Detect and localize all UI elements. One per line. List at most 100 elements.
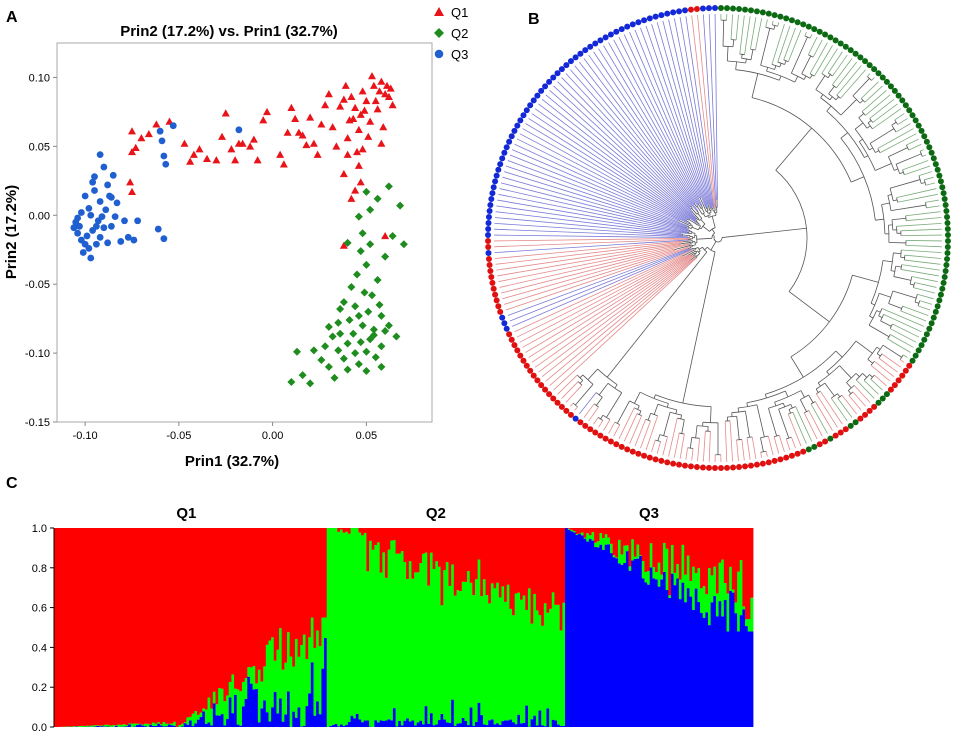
membership-segment — [655, 572, 659, 580]
membership-segment — [689, 596, 693, 727]
membership-segment — [220, 528, 224, 689]
membership-segment — [114, 528, 118, 726]
membership-segment — [440, 713, 444, 727]
leaf-dot — [879, 74, 886, 81]
membership-segment — [284, 662, 288, 715]
leaf-dot — [939, 285, 946, 292]
tree-branch — [634, 419, 647, 447]
q1-point — [324, 89, 333, 98]
q3-point — [162, 160, 170, 168]
membership-segment — [220, 688, 224, 715]
tree-branch — [926, 205, 940, 209]
membership-segment — [212, 691, 216, 704]
tree-branch — [666, 403, 669, 408]
membership-segment — [445, 562, 449, 723]
leaf-dot — [699, 5, 706, 12]
tree-branch — [773, 25, 776, 30]
tree-branch — [744, 16, 751, 55]
leaf-dot — [944, 225, 951, 232]
tree-branch — [705, 207, 708, 210]
tree-branch — [881, 308, 924, 327]
structure-bars — [53, 528, 754, 727]
membership-segment — [130, 723, 134, 727]
membership-segment — [165, 726, 169, 727]
tree-branch — [689, 222, 692, 225]
tree-branch — [832, 54, 848, 77]
membership-segment — [668, 528, 672, 596]
membership-segment — [170, 528, 174, 724]
membership-segment — [339, 529, 344, 725]
membership-segment — [567, 528, 571, 529]
tree-branch — [755, 18, 763, 51]
membership-segment — [321, 528, 325, 618]
leaf-dot — [811, 443, 818, 450]
tree-branch — [698, 204, 702, 209]
membership-segment — [210, 528, 214, 709]
membership-segment — [488, 528, 492, 604]
leaf-dot — [629, 448, 636, 455]
tree-branch — [679, 433, 685, 459]
membership-segment — [239, 528, 243, 692]
q1-point — [339, 241, 348, 249]
tree-branch — [897, 118, 908, 125]
membership-segment — [199, 528, 203, 713]
tree-branch — [874, 360, 895, 377]
membership-segment — [750, 597, 754, 632]
y-tick-label: 0.00 — [29, 210, 50, 222]
tree-branch — [680, 414, 682, 420]
tree-branch — [782, 403, 786, 408]
tree-branch — [804, 32, 807, 37]
membership-segment — [594, 546, 598, 727]
membership-segment — [607, 544, 611, 727]
membership-segment — [482, 528, 486, 580]
leaf-dot — [827, 34, 834, 41]
leaf-dot — [899, 372, 906, 379]
leaf-dot — [852, 419, 859, 426]
membership-segment — [99, 726, 103, 727]
membership-segment — [316, 701, 320, 727]
membership-segment — [570, 528, 574, 530]
leaf-dot — [777, 456, 784, 463]
membership-segment — [745, 528, 749, 620]
membership-segment — [517, 714, 521, 727]
tree-branch — [863, 380, 879, 395]
leaf-dot — [488, 273, 495, 280]
tree-branch — [839, 365, 852, 379]
tree-branch — [809, 74, 813, 79]
q2-point — [366, 240, 375, 249]
tree-branch — [690, 246, 693, 248]
membership-segment — [424, 552, 428, 707]
tree-branch — [895, 265, 902, 268]
tree-branch — [561, 381, 579, 399]
tree-branch — [690, 206, 693, 209]
leaf-dot — [485, 219, 492, 226]
tree-branch — [879, 292, 891, 298]
q1-point — [137, 134, 146, 142]
tree-branch — [914, 282, 937, 288]
tree-branch — [618, 407, 635, 440]
q1-point — [343, 134, 352, 142]
tree-branch — [905, 244, 942, 248]
leaf-dot — [523, 362, 530, 369]
membership-segment — [747, 528, 751, 620]
membership-segment — [138, 528, 142, 724]
membership-segment — [138, 723, 142, 725]
q1-point — [354, 125, 363, 134]
q1-point — [351, 103, 360, 111]
membership-segment — [610, 528, 614, 544]
membership-segment — [498, 597, 502, 726]
membership-segment — [602, 549, 606, 727]
leaf-dot — [887, 83, 894, 90]
leaf-dot — [902, 367, 909, 374]
tree-branch — [703, 213, 706, 218]
membership-segment — [665, 528, 669, 549]
membership-segment — [623, 545, 627, 563]
q1-point — [373, 105, 382, 113]
membership-segment — [337, 726, 341, 727]
membership-segment — [607, 537, 611, 545]
membership-segment — [443, 570, 447, 720]
membership-segment — [321, 668, 325, 727]
membership-segment — [570, 529, 574, 532]
membership-segment — [543, 726, 547, 727]
